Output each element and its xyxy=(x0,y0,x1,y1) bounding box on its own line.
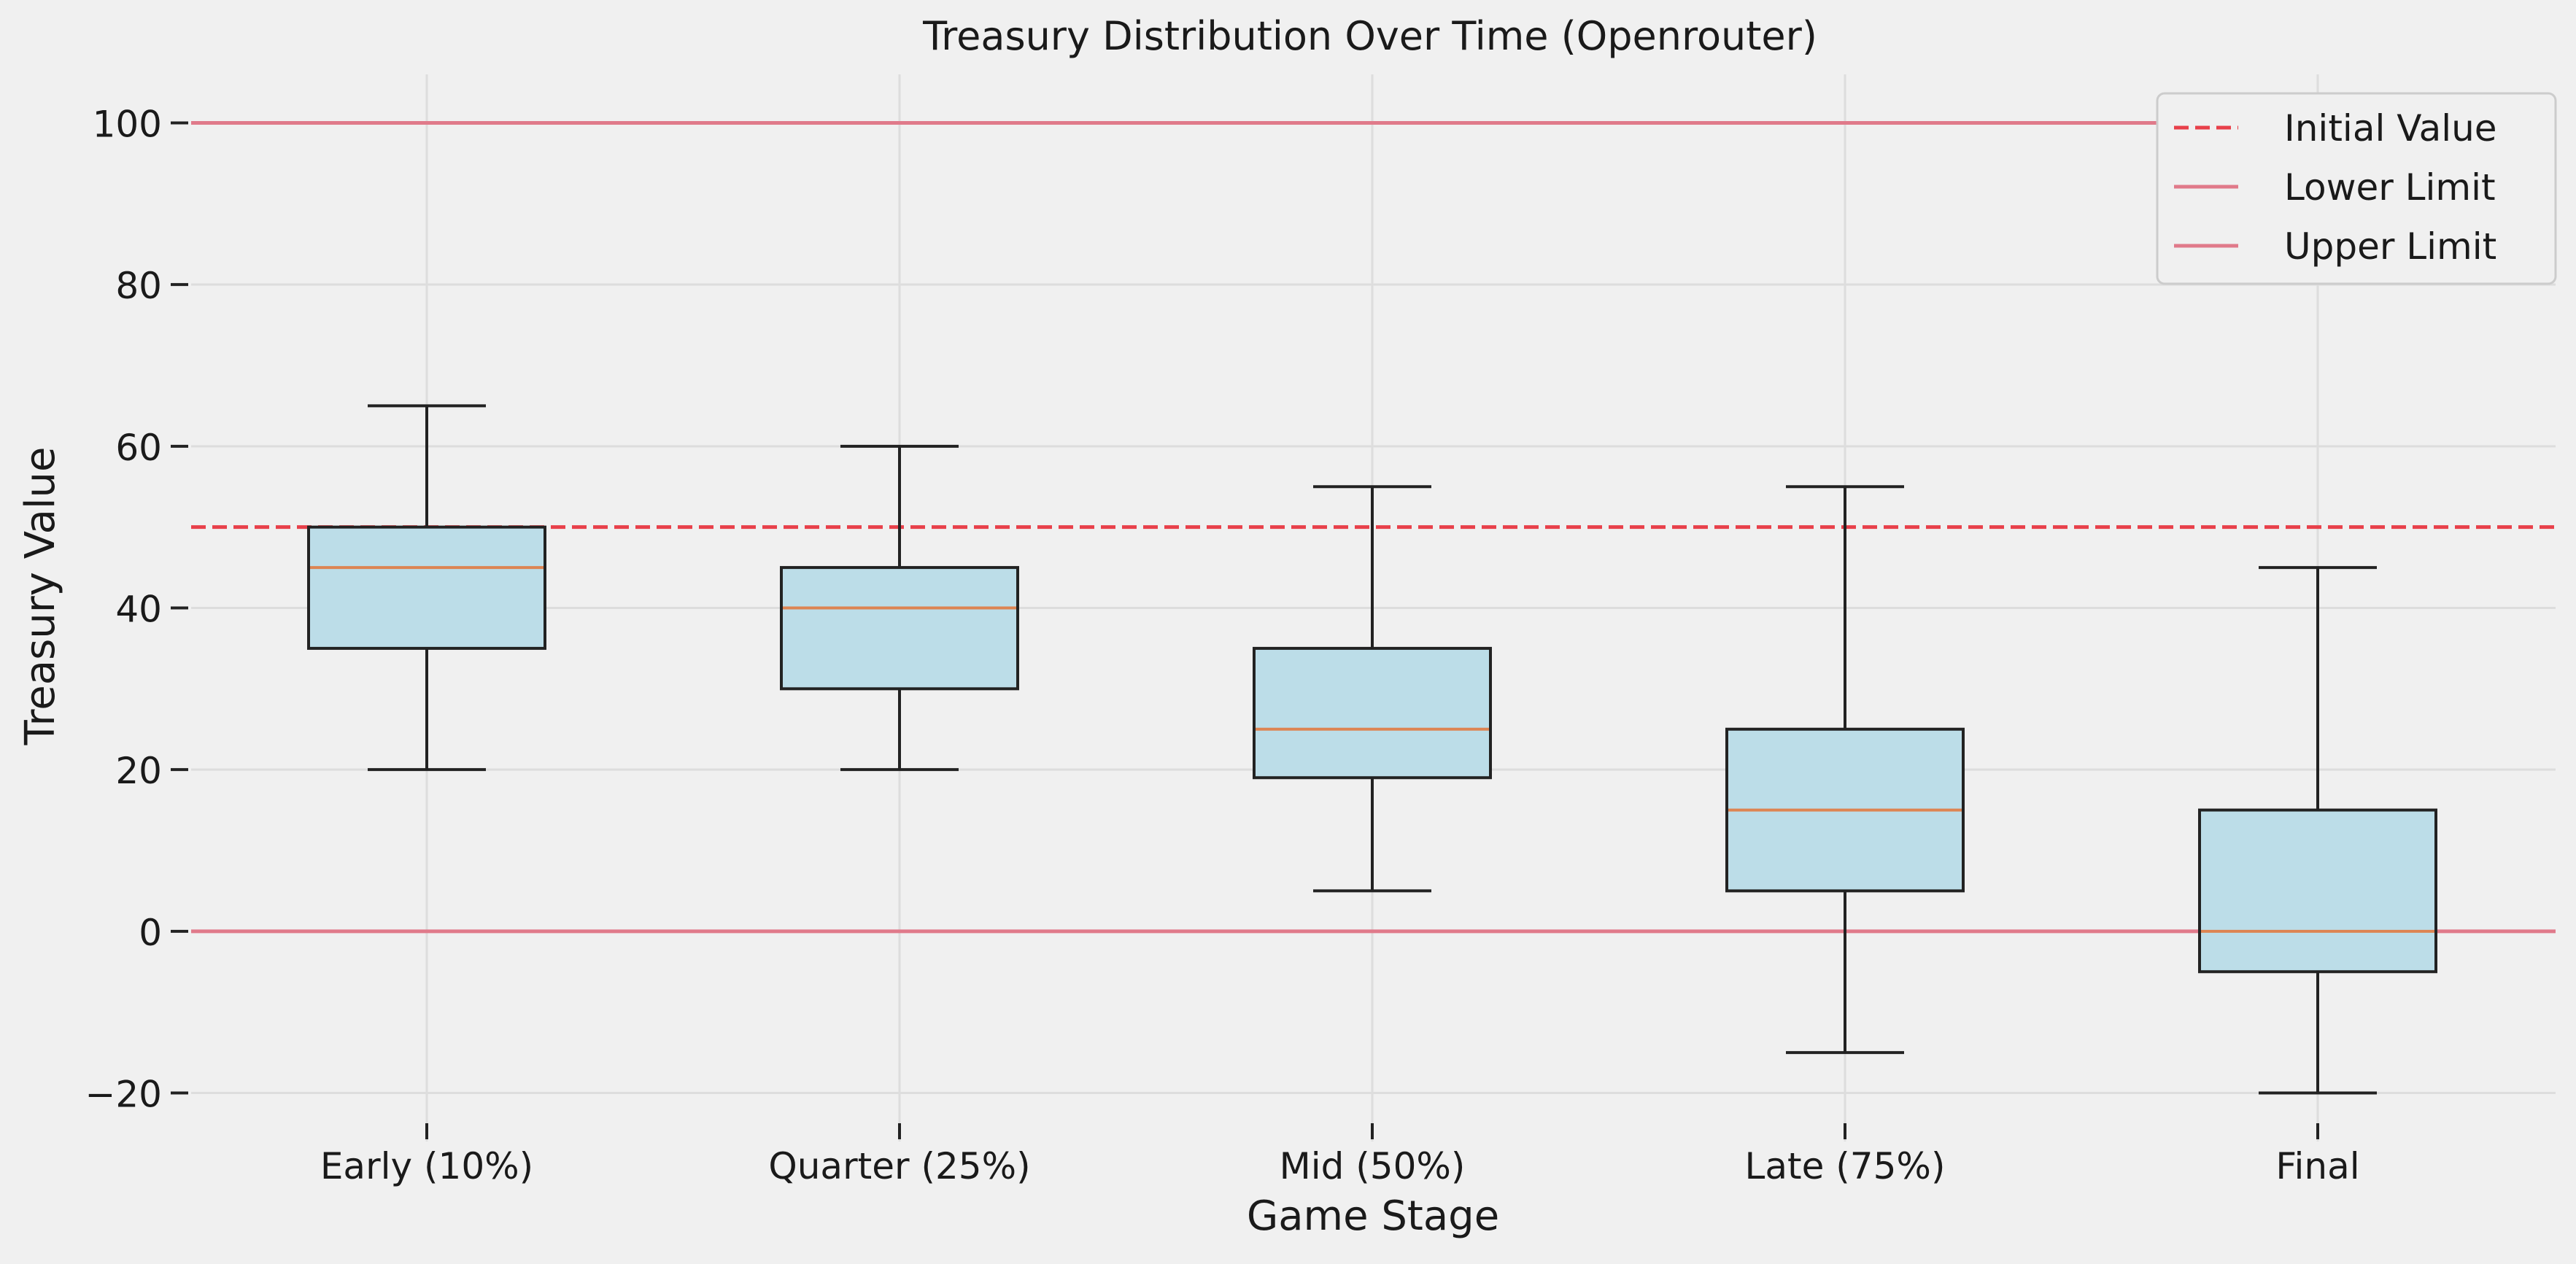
y-tick-label: 20 xyxy=(115,750,162,792)
x-tick-label: Late (75%) xyxy=(1745,1145,1946,1187)
y-tick-label: −20 xyxy=(85,1074,162,1116)
y-tick-label: 100 xyxy=(93,104,162,146)
box-layer xyxy=(307,404,2437,1095)
legend-label: Initial Value xyxy=(2284,107,2497,150)
legend-items: Initial Value Lower Limit Upper Limit xyxy=(2174,107,2497,268)
x-axis-label: Game Stage xyxy=(1247,1193,1499,1240)
box-group xyxy=(2198,566,2437,1095)
y-axis-label: Treasury Value xyxy=(17,447,64,746)
y-tick-label: 80 xyxy=(115,265,162,307)
box-group xyxy=(1725,485,1965,1055)
y-tick-label: 0 xyxy=(139,912,162,954)
x-tick-label: Quarter (25%) xyxy=(768,1145,1030,1187)
iqr-box xyxy=(780,566,1019,691)
box-group xyxy=(307,404,546,772)
axis-layer: −20 0 20 40 60 80 100 Early (10%) Quarter (25%) M… xyxy=(85,104,2359,1188)
legend-label: Lower Limit xyxy=(2284,166,2496,209)
x-tick-label: Final xyxy=(2275,1145,2359,1187)
chart-title: Treasury Distribution Over Time (Openrou… xyxy=(922,13,1817,59)
y-tick-label: 40 xyxy=(115,589,162,631)
x-tick-label: Early (10%) xyxy=(320,1145,533,1187)
x-tick-label: Mid (50%) xyxy=(1280,1145,1466,1187)
y-tick-label: 60 xyxy=(115,427,162,469)
legend-label: Upper Limit xyxy=(2284,225,2496,268)
legend: Initial Value Lower Limit Upper Limit xyxy=(2156,92,2557,285)
iqr-box xyxy=(307,525,546,650)
legend-frame xyxy=(2156,92,2557,285)
iqr-box xyxy=(1253,646,1492,780)
box-group xyxy=(1253,485,1492,893)
box-group xyxy=(780,444,1019,772)
iqr-box xyxy=(2198,808,2437,974)
